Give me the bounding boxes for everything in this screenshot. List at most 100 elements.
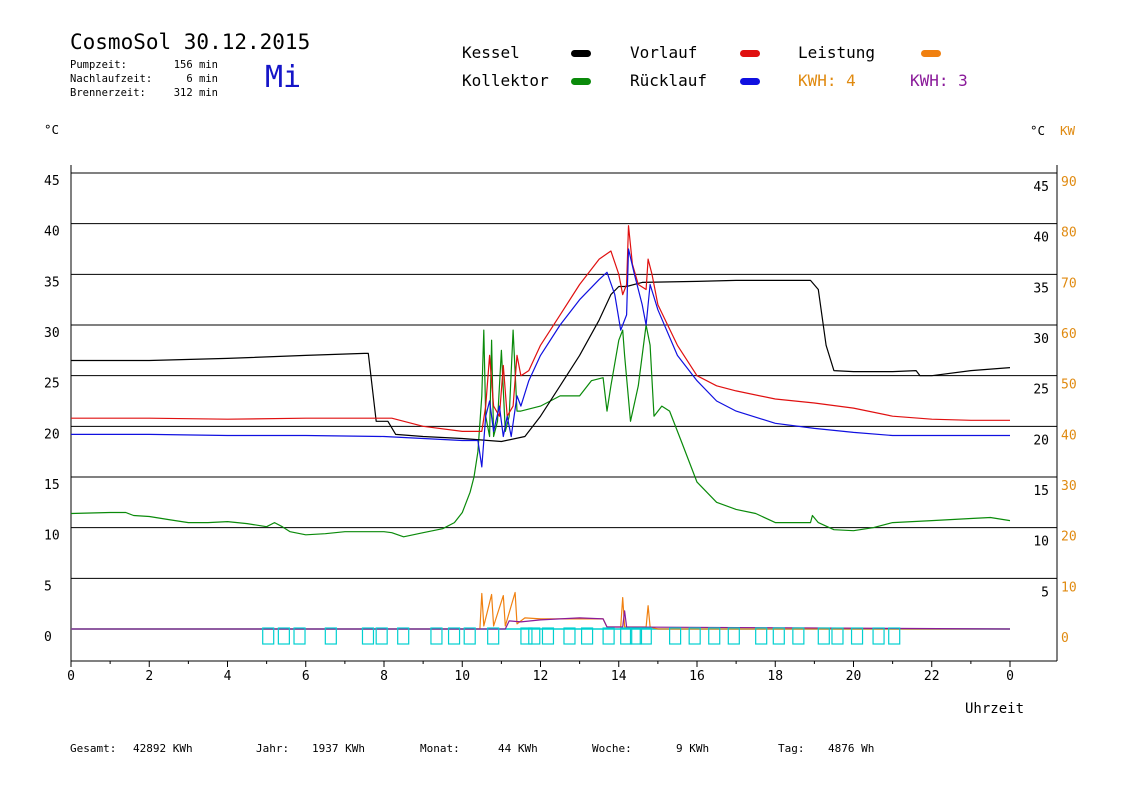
info-value: 156 min <box>173 59 218 71</box>
x-tick-label: 22 <box>924 669 940 684</box>
series-line-leistung <box>71 591 1010 630</box>
pump-marker <box>629 627 643 645</box>
pump-marker <box>324 627 337 645</box>
info-value: 312 min <box>173 87 218 99</box>
series-line-vorlauf <box>71 225 1010 432</box>
pump-marker <box>375 627 388 645</box>
y-tick-label-left: 15 <box>44 478 60 493</box>
y-tick-label-kw: 0 <box>1061 631 1069 646</box>
pump-marker <box>708 627 721 645</box>
y-tick-label-right: 15 <box>1033 484 1049 499</box>
y-tick-label-kw: 80 <box>1061 226 1077 241</box>
pump-marker <box>293 627 306 645</box>
pump-marker <box>772 627 785 645</box>
pump-marker <box>817 627 830 645</box>
y-tick-label-left: 10 <box>44 529 60 544</box>
legend-kollektor-label: Kollektor <box>462 71 549 90</box>
y-tick-label-right: 30 <box>1033 332 1049 347</box>
y-tick-label-left: 45 <box>44 174 60 189</box>
legend-kwh2: KWH: 3 <box>910 71 968 90</box>
pump-marker <box>850 627 864 645</box>
pump-marker <box>831 627 844 645</box>
y-tick-label-right: 20 <box>1033 433 1049 448</box>
pump-marker <box>397 627 410 645</box>
footer-label: Jahr: <box>256 742 290 755</box>
series-line-rücklauf <box>71 248 1010 468</box>
pump-marker <box>447 627 461 645</box>
pump-marker <box>639 627 652 645</box>
y-tick-label-left: 25 <box>44 377 60 392</box>
chart-title: CosmoSol 30.12.2015 <box>70 30 311 54</box>
y-tick-label-left: 0 <box>44 630 52 645</box>
x-tick-label: 0 <box>67 669 75 684</box>
x-tick-label: 6 <box>302 669 310 684</box>
pump-marker <box>520 627 533 645</box>
footer-label: Woche: <box>592 742 632 755</box>
pump-marker <box>277 627 290 645</box>
y-tick-label-right: 5 <box>1041 585 1049 600</box>
legend-kwh1: KWH: 4 <box>798 71 856 90</box>
right-axis-unit-kw: KW <box>1060 123 1076 138</box>
x-tick-label: 8 <box>380 669 388 684</box>
x-tick-label: 4 <box>224 669 232 684</box>
y-tick-label-left: 20 <box>44 427 60 442</box>
x-tick-label: 0 <box>1006 669 1014 684</box>
pump-marker <box>563 627 576 645</box>
footer-label: Tag: <box>778 742 805 755</box>
legend-leistung-swatch <box>921 50 941 57</box>
x-tick-label: 20 <box>846 669 862 684</box>
legend-ruecklauf-label: Rücklauf <box>630 71 708 90</box>
pump-marker <box>430 627 443 645</box>
footer-value: 1937 KWh <box>312 742 365 755</box>
pump-marker <box>361 627 375 645</box>
y-tick-label-kw: 10 <box>1061 580 1077 595</box>
info-label: Pumpzeit: <box>70 59 127 71</box>
kwh2-label: KWH: <box>910 71 949 90</box>
footer-label: Gesamt: <box>70 742 117 755</box>
y-tick-label-left: 5 <box>44 579 52 594</box>
series-line-kollektor <box>70 324 1011 538</box>
y-tick-label-left: 35 <box>44 275 60 290</box>
pump-marker <box>888 627 901 645</box>
legend-kessel-label: Kessel <box>462 43 520 62</box>
y-tick-label-kw: 50 <box>1061 378 1077 393</box>
pump-marker <box>580 627 594 645</box>
y-tick-label-left: 40 <box>44 225 60 240</box>
footer-value: 4876 Wh <box>828 742 875 755</box>
series-line-leistung-rücklauf <box>71 610 1011 630</box>
pump-marker <box>602 627 615 645</box>
y-tick-label-kw: 30 <box>1061 479 1077 494</box>
info-label: Nachlaufzeit: <box>70 73 153 85</box>
pump-marker <box>727 627 740 645</box>
footer-value: 44 KWh <box>498 742 538 755</box>
kwh1-value: 4 <box>846 71 856 90</box>
y-tick-label-right: 45 <box>1033 180 1049 195</box>
weekday-label: Mi <box>265 60 302 95</box>
x-axis-label: Uhrzeit <box>965 701 1025 717</box>
footer-value: 42892 KWh <box>133 742 193 755</box>
pump-marker <box>487 627 500 645</box>
kwh1-label: KWH: <box>798 71 837 90</box>
pump-marker <box>620 627 633 645</box>
y-tick-label-right: 35 <box>1033 281 1049 296</box>
y-tick-label-kw: 90 <box>1061 175 1077 190</box>
legend-leistung-label: Leistung <box>798 43 876 62</box>
legend-ruecklauf-swatch <box>740 78 760 85</box>
right-axis-unit-celsius: °C <box>1030 123 1046 138</box>
pump-marker <box>755 627 768 645</box>
legend-vorlauf-label: Vorlauf <box>630 43 698 62</box>
pump-marker <box>541 627 555 645</box>
y-tick-label-right: 40 <box>1033 231 1049 246</box>
y-tick-label-right: 25 <box>1033 383 1049 398</box>
y-tick-label-kw: 60 <box>1061 327 1077 342</box>
y-tick-label-kw: 40 <box>1061 428 1077 443</box>
pump-marker <box>872 627 885 645</box>
legend-kessel-swatch <box>571 50 591 57</box>
y-tick-label-right: 10 <box>1033 535 1049 550</box>
left-axis-unit: °C <box>44 122 60 137</box>
legend-vorlauf-swatch <box>740 50 760 57</box>
series-line-kessel <box>71 279 1011 443</box>
pump-marker <box>528 627 541 645</box>
x-tick-label: 14 <box>611 669 627 684</box>
y-tick-label-left: 30 <box>44 326 60 341</box>
